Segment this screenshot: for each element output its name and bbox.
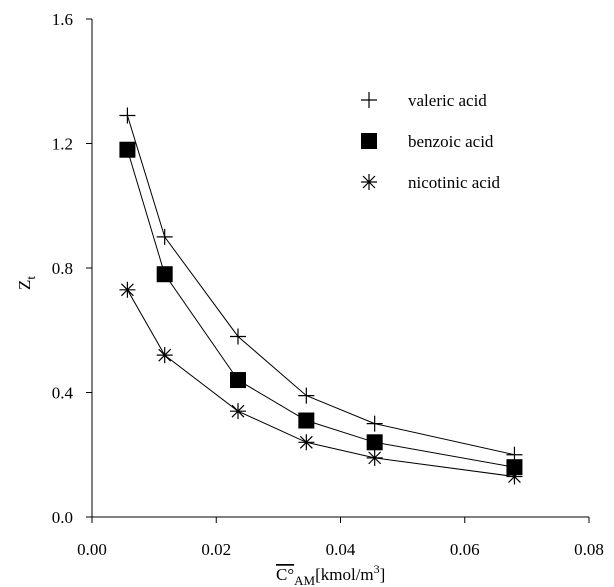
marker xyxy=(119,281,136,298)
marker-asterisk xyxy=(506,468,523,485)
series-line xyxy=(126,289,515,478)
marker-plus xyxy=(119,107,136,124)
x-tick-label: 0.02 xyxy=(201,540,231,559)
marker-square xyxy=(298,412,315,429)
x-tick-label: 0.06 xyxy=(450,540,480,559)
marker-asterisk xyxy=(366,449,383,466)
marker xyxy=(229,372,246,389)
marker-plus xyxy=(156,228,173,245)
marker-plus xyxy=(361,92,377,108)
legend-label: nicotinic acid xyxy=(408,173,501,192)
marker-square xyxy=(229,372,246,389)
marker xyxy=(506,459,523,476)
marker-square xyxy=(361,133,377,149)
y-axis-label: Zt xyxy=(15,276,38,290)
y-tick-label: 0.0 xyxy=(52,508,73,527)
x-tick-label: 0.00 xyxy=(77,540,107,559)
y-tick-label: 0.8 xyxy=(52,259,73,278)
x-tick-label: 0.04 xyxy=(326,540,356,559)
marker xyxy=(298,412,315,429)
marker xyxy=(366,434,383,451)
x-axis-label: C°AM[kmol/m3] xyxy=(276,562,385,587)
marker-plus xyxy=(229,328,246,345)
marker xyxy=(361,92,377,108)
marker-square xyxy=(506,459,523,476)
legend-label: benzoic acid xyxy=(408,132,494,151)
marker xyxy=(506,468,523,485)
marker xyxy=(229,403,246,420)
series-line xyxy=(126,115,515,456)
marker xyxy=(156,228,173,245)
marker-square xyxy=(119,141,136,158)
x-tick-label: 0.08 xyxy=(574,540,604,559)
marker-asterisk xyxy=(229,403,246,420)
marker xyxy=(119,141,136,158)
marker-asterisk xyxy=(119,281,136,298)
marker-asterisk xyxy=(156,347,173,364)
marker-asterisk xyxy=(298,434,315,451)
marker xyxy=(298,434,315,451)
marker-square xyxy=(156,266,173,283)
marker xyxy=(229,328,246,345)
legend-label: valeric acid xyxy=(408,91,487,110)
y-tick-label: 1.6 xyxy=(52,10,73,29)
marker xyxy=(298,387,315,404)
y-tick-label: 1.2 xyxy=(52,135,73,154)
marker-square xyxy=(366,434,383,451)
marker xyxy=(361,174,377,190)
marker xyxy=(366,415,383,432)
marker xyxy=(156,347,173,364)
marker xyxy=(361,133,377,149)
marker-asterisk xyxy=(361,174,377,190)
marker xyxy=(366,449,383,466)
series-line xyxy=(126,149,515,468)
marker xyxy=(119,107,136,124)
y-tick-label: 0.4 xyxy=(52,384,74,403)
marker-plus xyxy=(366,415,383,432)
marker xyxy=(156,266,173,283)
marker-plus xyxy=(298,387,315,404)
